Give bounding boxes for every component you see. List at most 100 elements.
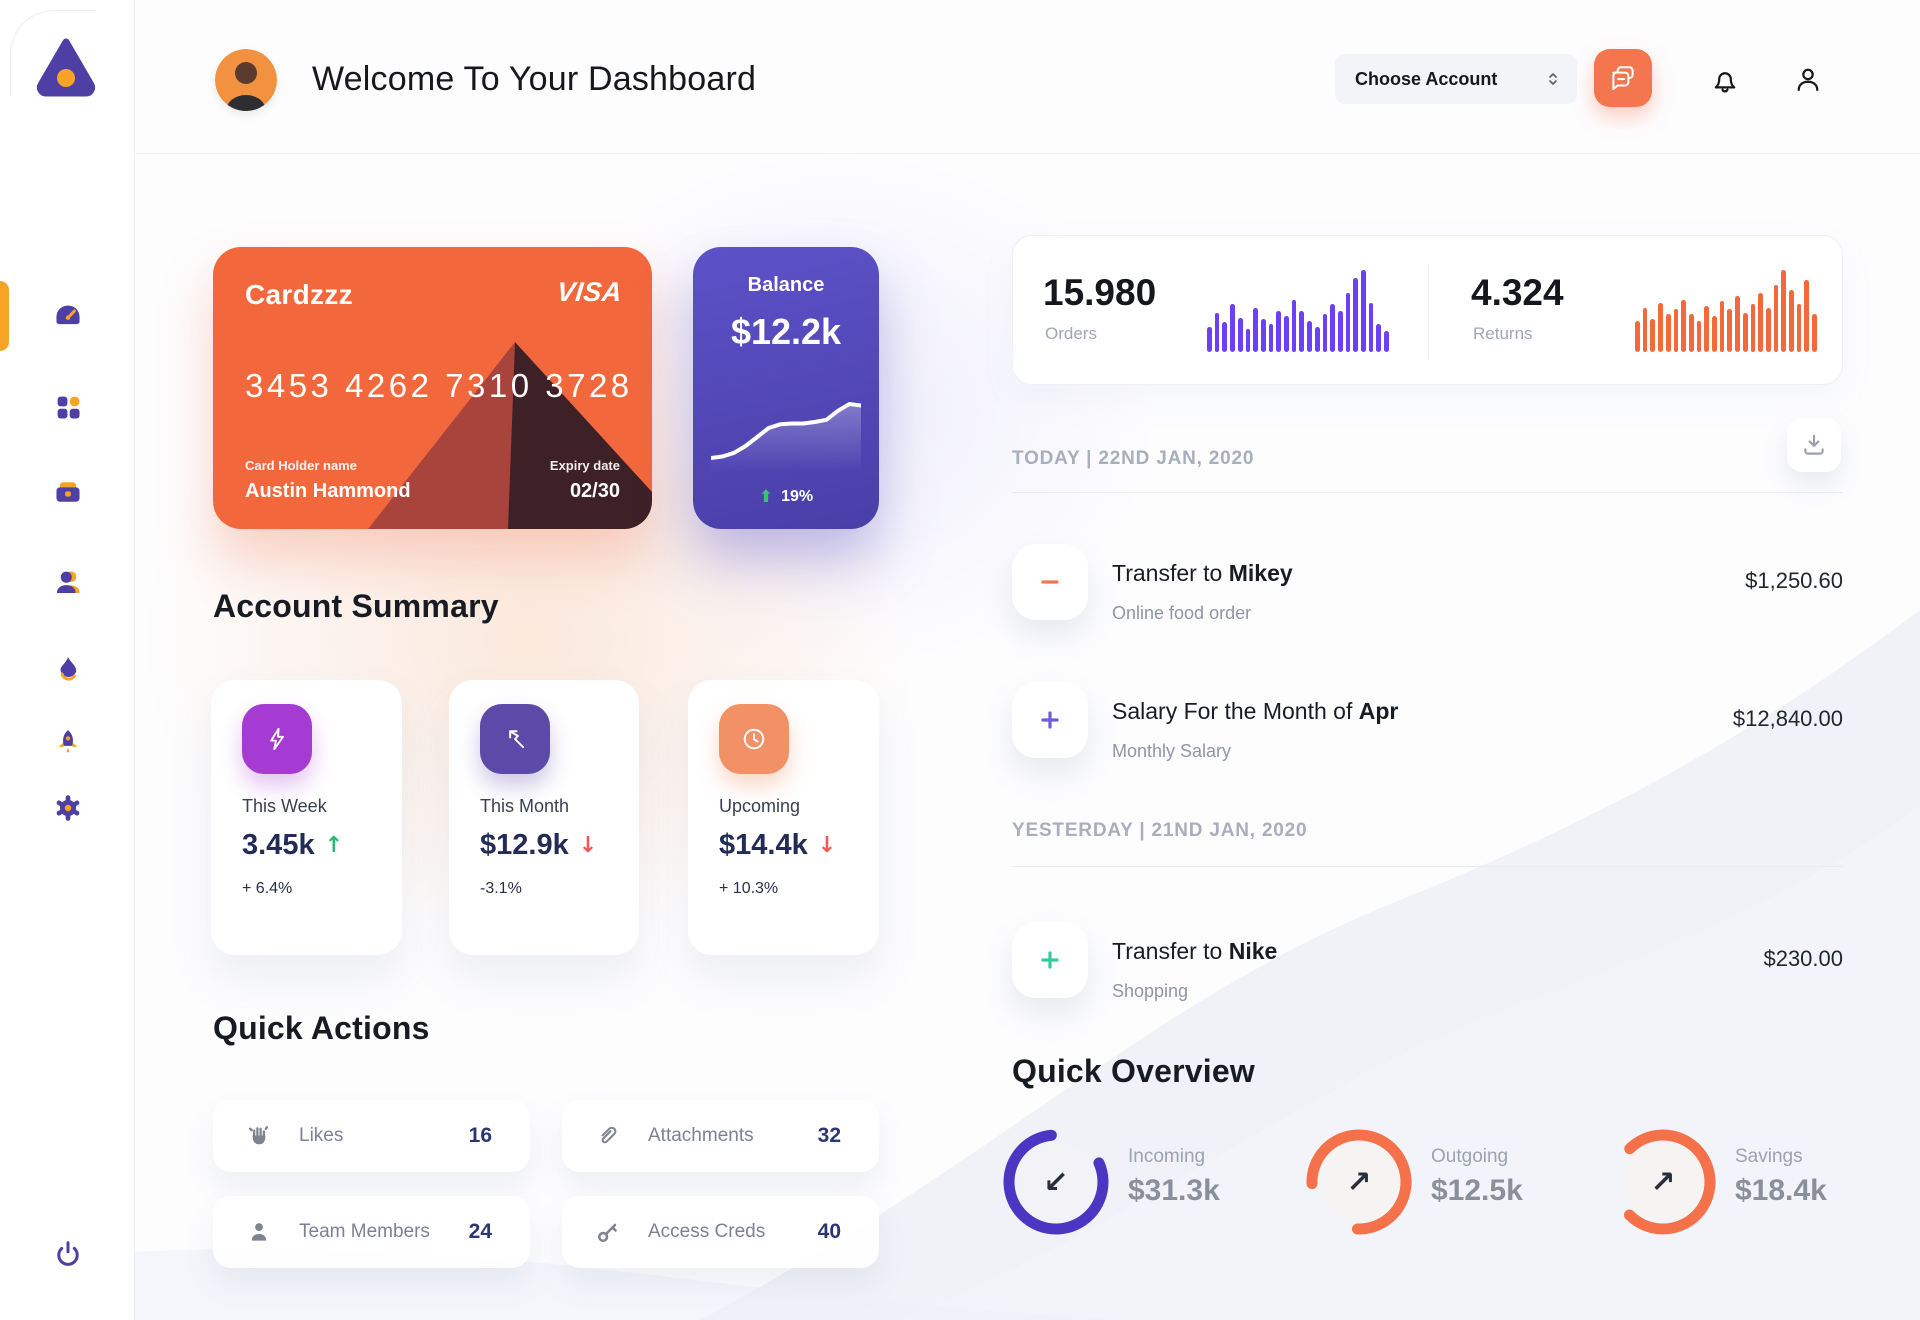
notifications-button[interactable] — [1705, 60, 1745, 100]
chevron-up-down-icon — [1549, 73, 1557, 85]
balance-sparkline-chart — [711, 402, 861, 472]
transaction-amount: $12,840.00 — [1732, 706, 1843, 731]
transaction-title-bold: Mikey — [1228, 560, 1293, 586]
trend-arrow-icon — [509, 730, 525, 749]
minus-icon — [1041, 580, 1059, 584]
savings-label: Savings — [1735, 1146, 1803, 1167]
account-selector[interactable]: Choose Account — [1335, 54, 1577, 104]
sidebar-logout-button[interactable] — [0, 1226, 135, 1282]
lightning-icon — [270, 727, 284, 751]
summary-label: This Week — [242, 796, 327, 816]
quick-action-likes[interactable]: Likes 16 — [213, 1100, 530, 1172]
messages-button[interactable] — [1594, 49, 1652, 107]
account-summary-title: Account Summary — [213, 588, 499, 624]
incoming-label: Incoming — [1128, 1146, 1206, 1167]
profile-button[interactable] — [1788, 60, 1828, 100]
sidebar-item-users[interactable] — [0, 554, 135, 610]
stats-divider — [1428, 264, 1429, 358]
credit-card[interactable]: Cardzzz VISA 3453 4262 7310 3728 Card Ho… — [213, 247, 652, 529]
grid-icon — [57, 396, 80, 419]
returns-label: Returns — [1473, 324, 1533, 343]
summary-card-this-week[interactable]: This Week 3.45k ↑ + 6.4% — [211, 680, 402, 955]
transaction-title: Transfer to — [1112, 560, 1229, 586]
card-holder-name: Austin Hammond — [245, 480, 411, 502]
quick-action-count: 24 — [468, 1220, 492, 1243]
quick-action-attachments[interactable]: Attachments 32 — [562, 1100, 879, 1172]
account-selector-label: Choose Account — [1355, 68, 1498, 89]
trend-down-icon: ↓ — [817, 833, 837, 858]
summary-card-this-month[interactable]: This Month $12.9k ↓ -3.1% — [449, 680, 639, 955]
transaction-title-bold: Nike — [1228, 938, 1278, 964]
profile-icon — [1797, 68, 1819, 91]
paperclip-icon — [601, 1126, 617, 1144]
summary-change: -3.1% — [480, 880, 522, 897]
savings-gauge-group: ↗ Savings $18.4k — [1605, 1124, 1827, 1240]
card-name: Cardzzz — [245, 279, 353, 310]
balance-value: $12.2k — [730, 311, 842, 352]
summary-card-upcoming[interactable]: Upcoming $14.4k ↓ + 10.3% — [688, 680, 879, 955]
clock-icon — [743, 728, 765, 750]
transaction-amount: $230.00 — [1763, 946, 1843, 971]
sidebar-item-dashboard[interactable] — [0, 288, 135, 344]
sidebar-item-activity[interactable] — [0, 641, 135, 697]
outgoing-value: $12.5k — [1431, 1174, 1523, 1207]
trend-down-icon: ↓ — [578, 833, 598, 858]
orders-value: 15.980 — [1043, 272, 1157, 313]
sidebar-item-settings[interactable] — [0, 780, 135, 836]
quick-overview-title: Quick Overview — [1012, 1053, 1255, 1089]
quick-action-count: 40 — [817, 1220, 841, 1243]
outgoing-arrow-icon: ↗ — [1346, 1164, 1372, 1200]
download-button[interactable] — [1787, 418, 1841, 472]
card-pyramid-art — [368, 342, 652, 529]
gauge-icon — [55, 305, 80, 325]
transaction-title-bold: Apr — [1358, 698, 1399, 724]
download-icon — [1804, 434, 1824, 455]
quick-action-count: 32 — [817, 1124, 841, 1147]
summary-label: This Month — [480, 796, 570, 816]
briefcase-icon — [55, 482, 80, 502]
summary-label: Upcoming — [719, 796, 801, 816]
sidebar-corner-decoration — [10, 10, 96, 96]
quick-action-label: Access Creds — [648, 1221, 766, 1242]
transaction-amount: $1,250.60 — [1745, 568, 1843, 593]
page-title: Welcome To Your Dashboard — [312, 60, 757, 98]
sidebar-item-work[interactable] — [0, 464, 135, 520]
user-avatar[interactable] — [215, 49, 277, 111]
savings-value: $18.4k — [1735, 1174, 1827, 1207]
quick-actions-title: Quick Actions — [213, 1010, 430, 1046]
visa-logo: VISA — [555, 277, 624, 307]
sidebar — [0, 0, 135, 1320]
card-expiry-label: Expiry date — [549, 458, 620, 473]
chat-icon — [1612, 66, 1634, 90]
quick-action-team-members[interactable]: Team Members 24 — [213, 1196, 530, 1268]
outgoing-gauge-group: ↗ Outgoing $12.5k — [1301, 1124, 1523, 1240]
outgoing-donut-chart: ↗ — [1301, 1124, 1417, 1240]
sidebar-item-launch[interactable] — [0, 715, 135, 771]
quick-action-access-creds[interactable]: Access Creds 40 — [562, 1196, 879, 1268]
summary-value: 3.45k — [242, 829, 315, 861]
balance-card[interactable]: Balance $12.2k ⬆ 19% — [693, 247, 879, 529]
quick-action-count: 16 — [468, 1124, 492, 1147]
transaction-subtitle: Monthly Salary — [1112, 741, 1232, 761]
yesterday-heading: YESTERDAY | 21ND JAN, 2020 — [1012, 820, 1308, 841]
trend-up-icon: ↑ — [324, 833, 344, 858]
orders-returns-card: 15.980 Orders 4.324 Returns — [1012, 235, 1843, 385]
outgoing-label: Outgoing — [1431, 1146, 1509, 1167]
yesterday-divider — [1012, 866, 1843, 867]
transaction-title: Salary For the Month of — [1112, 698, 1359, 724]
quick-action-label: Likes — [299, 1125, 344, 1146]
transaction-row[interactable]: Transfer to Nike Shopping $230.00 — [1012, 918, 1843, 1014]
quick-action-label: Attachments — [648, 1125, 754, 1146]
transaction-row[interactable]: Salary For the Month of Apr Monthly Sala… — [1012, 678, 1843, 774]
clap-icon — [249, 1126, 269, 1145]
app-logo[interactable] — [34, 34, 98, 98]
gear-icon — [56, 795, 79, 821]
bell-icon — [1714, 72, 1736, 93]
savings-arrow-icon: ↗ — [1650, 1164, 1676, 1200]
transaction-subtitle: Online food order — [1112, 603, 1252, 623]
balance-label: Balance — [747, 274, 825, 296]
sidebar-item-apps[interactable] — [0, 379, 135, 435]
transaction-row[interactable]: Transfer to Mikey Online food order $1,2… — [1012, 540, 1843, 636]
orders-label: Orders — [1045, 324, 1097, 343]
